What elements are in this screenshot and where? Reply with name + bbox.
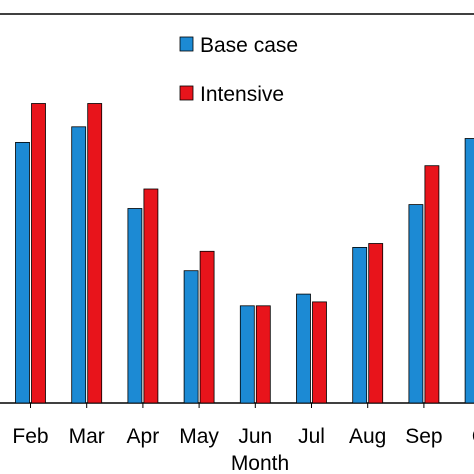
bar-base-case-jul [296, 293, 311, 404]
x-tick-label-o: O [472, 425, 474, 448]
bars [15, 103, 474, 404]
x-tick-label-jun: Jun [238, 425, 272, 448]
x-axis-label: Month [231, 452, 289, 474]
bar-base-case-aug [352, 246, 368, 404]
bar-base-case-feb [15, 141, 30, 404]
bar-intensive-apr [143, 188, 159, 404]
x-tick-label-jul: Jul [298, 425, 325, 448]
legend-swatch-intensive [179, 85, 194, 101]
x-tick-label-apr: Apr [127, 425, 160, 448]
bar-intensive-sep [424, 165, 440, 404]
bar-base-case-may [183, 270, 199, 404]
legend: Base case Intensive [179, 34, 298, 106]
x-tick-label-aug: Aug [349, 425, 386, 448]
x-tick-label-feb: Feb [12, 425, 48, 448]
bar-base-case-apr [127, 208, 143, 404]
legend-swatch-base-case [179, 36, 194, 52]
bar-intensive-jul [312, 301, 327, 404]
bar-base-case-jun [239, 305, 255, 404]
bar-base-case-o [464, 138, 474, 404]
x-tick-label-mar: Mar [69, 425, 105, 448]
bar-intensive-mar [87, 103, 103, 404]
bar-intensive-feb [31, 103, 46, 404]
bar-intensive-may [199, 250, 215, 404]
bar-intensive-aug [368, 243, 384, 404]
bar-base-case-mar [71, 126, 87, 404]
bar-intensive-jun [255, 305, 271, 404]
x-tick-labels: Feb Mar Apr May Jun Jul Aug Sep O [12, 403, 474, 448]
legend-label-base-case: Base case [200, 34, 298, 57]
plot-frame [0, 13, 474, 404]
legend-label-intensive: Intensive [200, 83, 284, 106]
x-tick-label-may: May [179, 425, 219, 448]
bar-base-case-sep [408, 204, 424, 404]
x-tick-label-sep: Sep [405, 425, 442, 448]
